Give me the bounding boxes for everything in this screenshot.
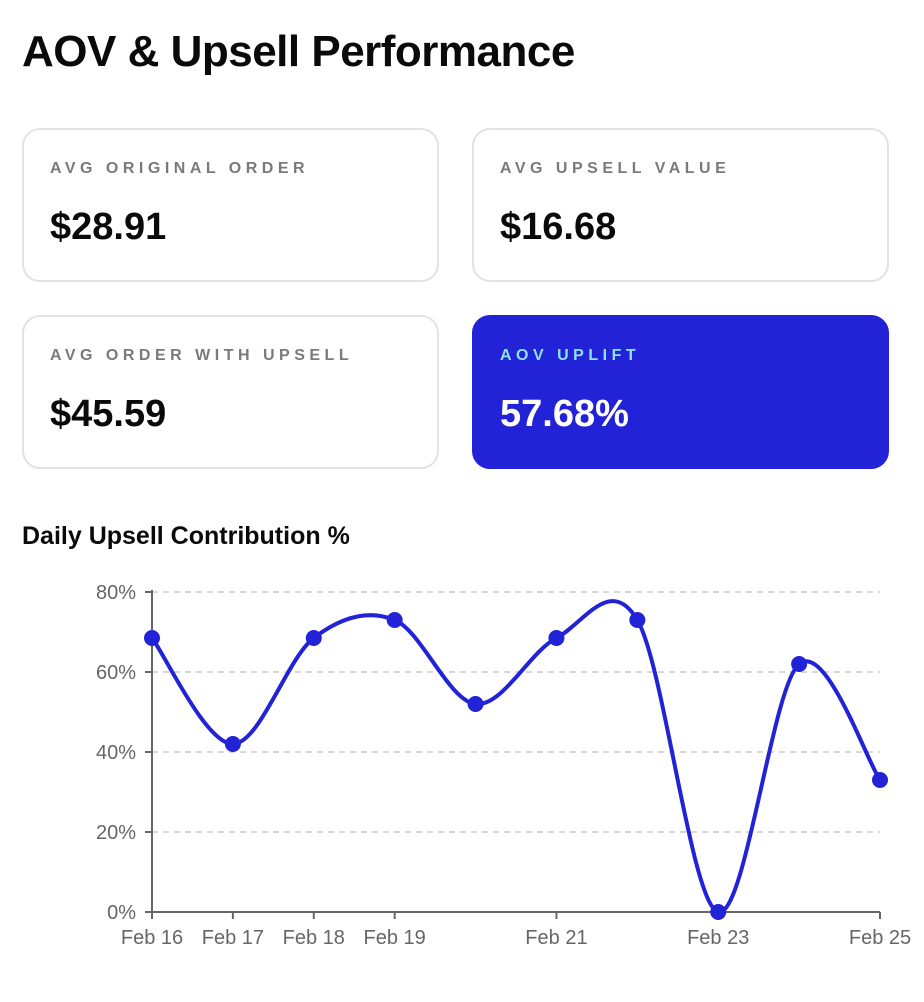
- x-tick-label: Feb 23: [687, 927, 749, 949]
- y-tick-label: 20%: [96, 822, 136, 844]
- data-point: [144, 630, 160, 646]
- card-label: AVG ORDER WITH UPSELL: [50, 347, 354, 364]
- y-tick-label: 0%: [107, 902, 136, 924]
- data-point: [710, 904, 727, 920]
- card-value: $16.68: [500, 206, 617, 248]
- card-label: AVG ORIGINAL ORDER: [50, 160, 310, 177]
- data-point: [629, 612, 646, 628]
- card-value: $28.91: [50, 206, 167, 248]
- x-tick-label: Feb 21: [525, 927, 587, 949]
- data-point: [305, 630, 322, 646]
- series-line: [150, 599, 882, 914]
- avg-order-with-upsell-card: AVG ORDER WITH UPSELL $45.59: [22, 315, 439, 469]
- data-point: [224, 736, 241, 752]
- data-point: [386, 612, 403, 628]
- x-tick-label: Feb 25: [849, 927, 911, 949]
- data-point: [467, 696, 484, 712]
- page-title: AOV & Upsell Performance: [22, 27, 575, 76]
- data-point: [791, 656, 808, 672]
- data-point: [548, 630, 565, 646]
- card-label: AVG UPSELL VALUE: [500, 160, 731, 177]
- y-tick-label: 60%: [96, 662, 136, 684]
- y-tick-label: 40%: [96, 742, 136, 764]
- chart-title: Daily Upsell Contribution %: [22, 522, 350, 550]
- x-tick-label: Feb 16: [121, 927, 183, 949]
- card-label: AOV UPLIFT: [500, 347, 641, 364]
- avg-upsell-value-card: AVG UPSELL VALUE $16.68: [472, 128, 889, 282]
- x-tick-label: Feb 19: [364, 927, 426, 949]
- x-tick-label: Feb 18: [283, 927, 345, 949]
- aov-uplift-card: AOV UPLIFT 57.68%: [472, 315, 889, 469]
- card-value: $45.59: [50, 393, 167, 435]
- x-tick-label: Feb 17: [202, 927, 264, 949]
- avg-original-order-card: AVG ORIGINAL ORDER $28.91: [22, 128, 439, 282]
- y-tick-label: 80%: [96, 582, 136, 604]
- data-point: [872, 772, 888, 788]
- card-value: 57.68%: [500, 393, 629, 435]
